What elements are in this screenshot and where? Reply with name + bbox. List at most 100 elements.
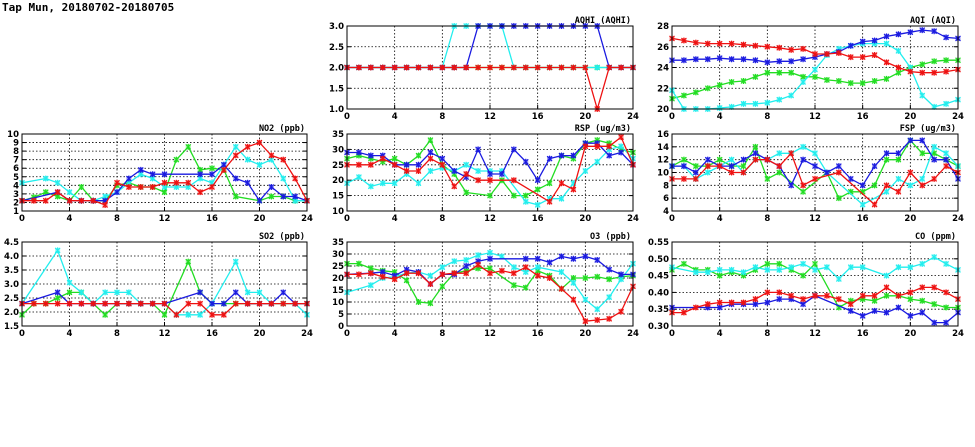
marker-star-icon — [618, 134, 624, 141]
data-point — [232, 300, 239, 307]
data-point — [752, 150, 759, 157]
data-point — [54, 189, 61, 196]
marker-star-icon — [871, 163, 878, 170]
series-red — [19, 300, 310, 318]
data-point — [66, 197, 73, 204]
marker-star-icon — [292, 175, 299, 182]
marker-star-icon — [776, 169, 783, 176]
data-point — [919, 69, 926, 76]
marker-star-icon — [415, 161, 422, 168]
data-point — [415, 64, 422, 71]
data-point — [606, 143, 613, 150]
data-point — [161, 179, 168, 186]
data-point — [391, 161, 398, 168]
marker-star-icon — [606, 294, 613, 301]
x-tick-label: 0 — [19, 329, 25, 339]
marker-star-icon — [764, 156, 771, 163]
marker-star-icon — [800, 143, 806, 150]
y-tick-label: 3.0 — [4, 280, 19, 290]
marker-star-icon — [209, 311, 215, 318]
marker-star-icon — [883, 150, 890, 157]
data-point — [943, 156, 949, 163]
data-point — [487, 270, 493, 277]
marker-star-icon — [42, 300, 49, 307]
marker-star-icon — [740, 163, 747, 170]
data-point — [752, 73, 759, 80]
data-point — [534, 255, 541, 262]
data-point — [451, 64, 458, 71]
marker-star-icon — [800, 296, 806, 303]
data-point — [570, 279, 577, 286]
marker-star-icon — [618, 149, 624, 156]
marker-star-icon — [907, 296, 914, 303]
data-point — [522, 255, 529, 262]
marker-star-icon — [871, 37, 878, 44]
data-point — [919, 260, 926, 267]
marker-star-icon — [907, 137, 914, 144]
data-point — [42, 300, 49, 307]
marker-star-icon — [919, 137, 926, 144]
data-point — [209, 300, 215, 307]
marker-star-icon — [895, 175, 902, 182]
marker-star-icon — [522, 264, 529, 271]
plot-frame — [671, 25, 959, 110]
data-point — [618, 308, 624, 315]
y-tick-label: 35 — [332, 238, 344, 248]
data-point — [681, 309, 687, 316]
y-tick-label: 4.5 — [4, 238, 19, 248]
marker-star-icon — [487, 270, 493, 277]
data-point — [919, 175, 926, 182]
marker-star-icon — [883, 75, 890, 82]
y-tick-label: 3 — [13, 190, 19, 200]
marker-star-icon — [54, 289, 61, 296]
marker-star-icon — [427, 300, 434, 307]
data-point — [931, 301, 938, 308]
data-point — [812, 66, 818, 73]
marker-star-icon — [776, 150, 783, 157]
data-point — [606, 276, 613, 283]
data-point — [594, 306, 601, 313]
data-point — [403, 161, 410, 168]
marker-star-icon — [716, 266, 723, 273]
marker-star-icon — [883, 272, 890, 279]
marker-star-icon — [752, 143, 759, 150]
marker-star-icon — [812, 163, 818, 170]
data-point — [800, 156, 806, 163]
marker-star-icon — [594, 64, 601, 71]
data-point — [788, 58, 795, 65]
marker-star-icon — [232, 289, 239, 296]
data-point — [776, 44, 783, 51]
data-point — [716, 163, 723, 170]
marker-star-icon — [220, 311, 227, 318]
data-point — [499, 253, 505, 260]
marker-star-icon — [907, 182, 914, 189]
data-point — [451, 183, 458, 190]
data-point — [125, 175, 132, 182]
data-point — [606, 266, 613, 273]
data-point — [78, 300, 85, 307]
x-tick-label: 0 — [669, 214, 675, 224]
data-point — [824, 76, 830, 83]
data-point — [510, 282, 517, 289]
data-point — [728, 163, 735, 170]
marker-star-icon — [606, 143, 613, 150]
y-tick-label: 14 — [657, 143, 669, 153]
marker-star-icon — [919, 309, 926, 316]
marker-star-icon — [812, 266, 818, 273]
marker-star-icon — [824, 76, 830, 83]
marker-star-icon — [594, 317, 601, 323]
marker-star-icon — [570, 255, 577, 262]
data-point — [716, 82, 723, 89]
marker-star-icon — [704, 269, 711, 276]
marker-star-icon — [618, 64, 624, 71]
marker-star-icon — [895, 47, 902, 54]
marker-star-icon — [367, 282, 374, 289]
marker-star-icon — [439, 161, 446, 168]
data-point — [403, 277, 410, 284]
marker-star-icon — [943, 319, 949, 326]
data-point — [66, 300, 73, 307]
data-point — [883, 156, 890, 163]
marker-star-icon — [427, 149, 434, 156]
data-point — [197, 189, 204, 196]
